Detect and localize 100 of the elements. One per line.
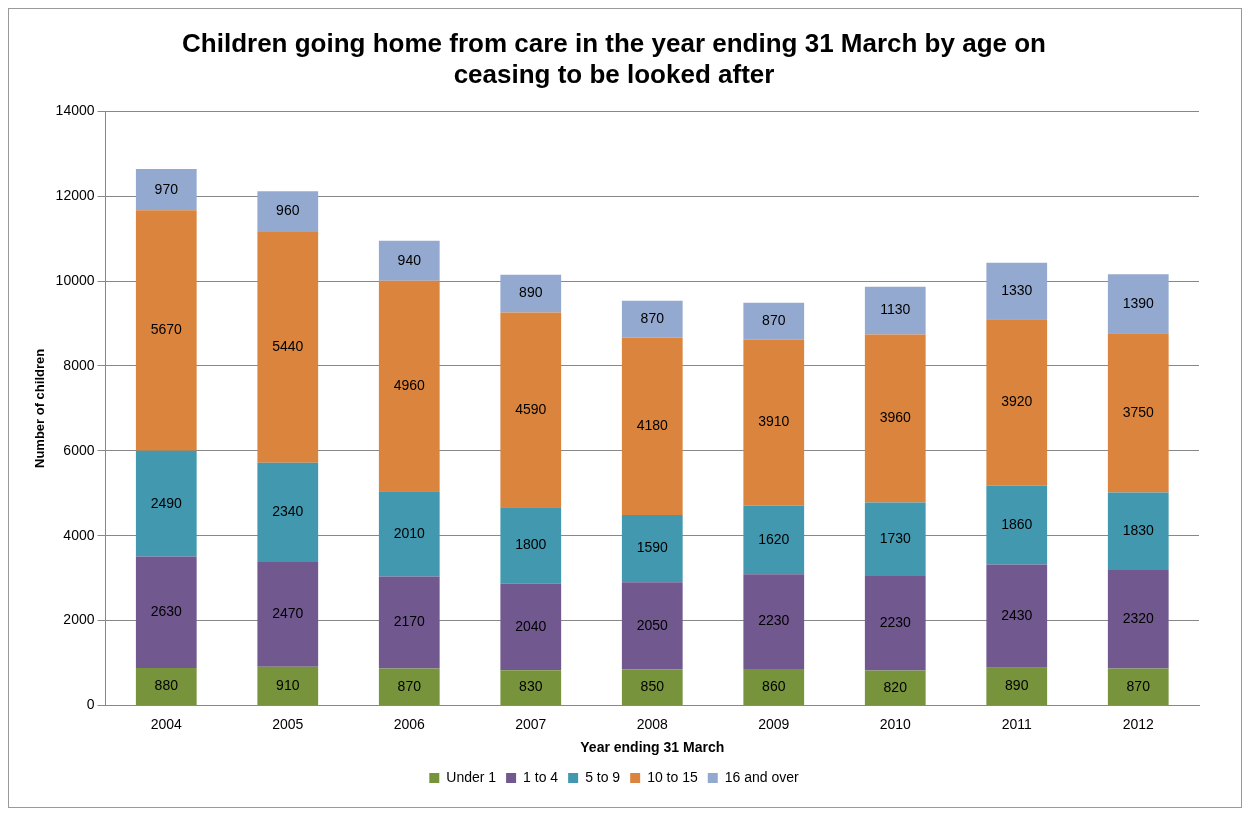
data-label: 2320 [1122, 610, 1155, 627]
bar [864, 670, 926, 705]
data-label: 1620 [758, 530, 790, 547]
x-tick-label: 2008 [636, 715, 669, 732]
bar [1107, 492, 1169, 571]
bar [500, 507, 562, 584]
data-label: 940 [397, 251, 422, 268]
data-label: 2170 [393, 613, 426, 630]
data-label: 1330 [1001, 281, 1033, 298]
bar [743, 302, 805, 340]
data-label: 3920 [1001, 393, 1033, 410]
data-label: 1130 [880, 301, 911, 318]
bar [135, 668, 197, 705]
bar [621, 514, 683, 583]
data-label: 1860 [1001, 515, 1033, 532]
data-label: 5440 [272, 338, 304, 355]
data-label: 960 [276, 202, 300, 219]
legend-label: 16 and over [724, 768, 800, 785]
data-label: 820 [883, 678, 908, 695]
bar [743, 668, 805, 705]
data-label: 870 [1126, 677, 1151, 694]
bar [257, 231, 319, 463]
bar [378, 280, 440, 492]
y-tick-label: 12000 [55, 187, 95, 204]
y-tick-label: 8000 [63, 356, 95, 373]
bar [1107, 274, 1169, 334]
data-label: 870 [762, 312, 786, 329]
bar [864, 334, 926, 503]
x-tick-label: 2011 [1001, 715, 1033, 732]
data-label: 2040 [515, 617, 547, 634]
x-tick-label: 2005 [272, 715, 304, 732]
bar [135, 556, 197, 669]
data-label: 4960 [393, 376, 426, 393]
data-label: 1800 [515, 536, 547, 553]
bar [864, 286, 926, 335]
bar [621, 300, 683, 338]
data-label: 2050 [636, 616, 669, 633]
data-label: 830 [519, 678, 543, 695]
bar [135, 450, 197, 557]
x-tick-label: 2006 [393, 715, 426, 732]
data-label: 1390 [1122, 294, 1155, 311]
bar [500, 312, 562, 508]
bar [257, 191, 319, 232]
bar [621, 337, 683, 515]
bar [378, 668, 440, 705]
bar [1107, 668, 1169, 705]
data-label: 870 [397, 677, 422, 694]
data-label: 2340 [272, 503, 304, 520]
bar [257, 666, 319, 705]
chart-title: Children going home from care in the year ending 31 March by age on ceasing to be looked after [182, 27, 1046, 89]
legend-label: 1 to 4 [523, 768, 559, 785]
x-tick-label: 2010 [879, 715, 912, 732]
data-label: 2230 [879, 614, 912, 631]
bar [378, 491, 440, 577]
data-label: 880 [154, 677, 179, 694]
bar [743, 505, 805, 575]
data-label: 890 [519, 284, 543, 301]
data-label: 860 [762, 677, 786, 694]
x-tick-label: 2012 [1122, 715, 1155, 732]
bar [986, 262, 1048, 320]
bar [135, 169, 197, 211]
bar [743, 339, 805, 506]
data-label: 3910 [758, 413, 790, 430]
data-label: 1730 [879, 530, 912, 547]
y-tick-label: 6000 [63, 441, 95, 458]
bar [1107, 570, 1169, 669]
y-tick-label: 10000 [55, 271, 95, 288]
data-label: 4590 [515, 400, 547, 417]
data-label: 1830 [1122, 522, 1155, 539]
bar [257, 462, 319, 562]
bar [621, 669, 683, 705]
y-tick-label: 2000 [63, 611, 95, 628]
bar [986, 319, 1048, 486]
y-tick-label: 0 [86, 696, 95, 713]
bar [864, 502, 926, 576]
bar [986, 485, 1048, 565]
bar [378, 576, 440, 669]
y-tick-label: 14000 [55, 102, 95, 119]
data-label: 2230 [758, 612, 790, 629]
data-label: 2630 [150, 603, 183, 620]
x-tick-label: 2004 [150, 715, 183, 732]
bar [257, 561, 319, 667]
data-label: 2470 [272, 605, 304, 622]
data-label: 3750 [1122, 403, 1155, 420]
bar [986, 667, 1048, 705]
x-tick-label: 2007 [515, 715, 547, 732]
data-label: 2010 [393, 524, 426, 541]
x-tick-label: 2009 [758, 715, 790, 732]
data-label: 870 [640, 309, 665, 326]
data-label: 4180 [636, 417, 669, 434]
bar [864, 575, 926, 671]
data-label: 3960 [879, 409, 912, 426]
bar [500, 670, 562, 705]
bar [986, 564, 1048, 668]
data-label: 910 [276, 676, 300, 693]
data-label: 890 [1005, 677, 1029, 694]
data-label: 1590 [636, 539, 669, 556]
legend-label: 10 to 15 [647, 768, 698, 785]
data-label: 2430 [1001, 606, 1033, 623]
bar [500, 583, 562, 671]
